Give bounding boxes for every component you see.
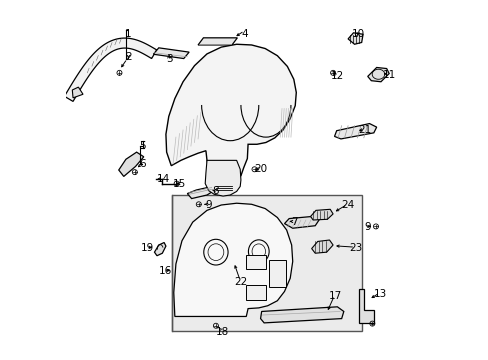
- Polygon shape: [154, 243, 165, 256]
- Polygon shape: [205, 160, 241, 196]
- Polygon shape: [64, 38, 157, 102]
- Polygon shape: [153, 48, 189, 59]
- Polygon shape: [173, 203, 292, 316]
- Polygon shape: [187, 186, 215, 199]
- Text: 5: 5: [139, 141, 146, 151]
- Polygon shape: [198, 38, 237, 45]
- Polygon shape: [72, 87, 83, 98]
- Polygon shape: [260, 307, 343, 323]
- Text: 7: 7: [290, 217, 297, 227]
- Text: 12: 12: [330, 71, 343, 81]
- Text: 11: 11: [382, 69, 395, 80]
- Text: 18: 18: [215, 327, 228, 337]
- Text: 22: 22: [234, 277, 247, 287]
- Text: 20: 20: [253, 164, 266, 174]
- Polygon shape: [367, 67, 388, 82]
- Text: 9: 9: [205, 200, 212, 210]
- Bar: [268, 260, 285, 287]
- Text: 14: 14: [156, 174, 169, 184]
- Text: 3: 3: [166, 54, 172, 64]
- Text: 15: 15: [172, 179, 186, 189]
- Polygon shape: [310, 209, 332, 220]
- Text: 2: 2: [125, 52, 131, 62]
- Polygon shape: [334, 123, 376, 139]
- Text: 21: 21: [358, 125, 371, 135]
- Text: 8: 8: [212, 186, 219, 197]
- FancyBboxPatch shape: [172, 195, 361, 331]
- Text: 6: 6: [139, 159, 146, 169]
- Text: 16: 16: [158, 266, 171, 276]
- Polygon shape: [119, 152, 143, 176]
- Polygon shape: [284, 216, 319, 228]
- Polygon shape: [165, 44, 296, 181]
- Bar: [246, 255, 265, 269]
- Text: 17: 17: [328, 291, 342, 301]
- Text: 9: 9: [364, 222, 370, 232]
- Text: 4: 4: [241, 28, 247, 39]
- Polygon shape: [358, 289, 373, 323]
- Text: 19: 19: [141, 243, 154, 253]
- Polygon shape: [347, 33, 363, 44]
- Text: 13: 13: [373, 289, 386, 298]
- Text: 1: 1: [125, 28, 131, 39]
- Text: 24: 24: [341, 200, 354, 210]
- Polygon shape: [311, 240, 332, 253]
- Text: 10: 10: [351, 28, 365, 39]
- Text: 23: 23: [348, 243, 362, 253]
- Bar: [246, 285, 265, 300]
